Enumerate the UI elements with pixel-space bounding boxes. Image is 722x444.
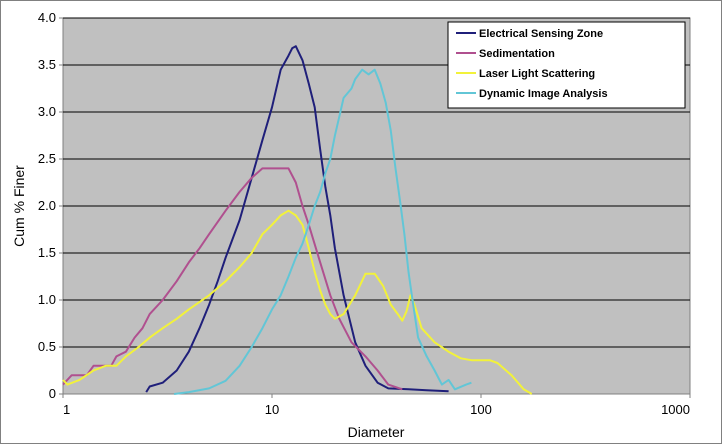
gridlines xyxy=(63,17,690,348)
legend-label-1: Sedimentation xyxy=(479,48,555,60)
x-tick-label-0: 1 xyxy=(63,402,70,417)
y-tick-label-0: 0 xyxy=(49,386,56,401)
x-axis-title: Diameter xyxy=(348,424,405,440)
legend: Electrical Sensing Zone Sedimentation Lase… xyxy=(447,21,686,109)
x-tick-label-1: 10 xyxy=(265,402,279,417)
x-axis-ticks: 1 10 100 1000 xyxy=(62,394,691,417)
series-lines xyxy=(62,45,533,395)
y-tick-label-4: 2.0 xyxy=(38,198,56,213)
series-line-2 xyxy=(62,209,533,395)
x-tick-label-3: 1000 xyxy=(661,402,690,417)
y-tick-label-7: 3.5 xyxy=(38,57,56,72)
legend-label-0: Electrical Sensing Zone xyxy=(479,28,603,40)
series-line-1 xyxy=(62,167,403,391)
x-tick-label-2: 100 xyxy=(470,402,492,417)
y-tick-label-5: 2.5 xyxy=(38,151,56,166)
y-axis-ticks: 0 0.5 1.0 1.5 2.0 2.5 3.0 3.5 4.0 xyxy=(38,10,63,401)
legend-label-2: Laser Light Scattering xyxy=(479,68,595,80)
y-tick-label-8: 4.0 xyxy=(38,10,56,25)
y-tick-label-3: 1.5 xyxy=(38,245,56,260)
series-line-3 xyxy=(173,68,472,395)
legend-box xyxy=(447,21,686,109)
y-tick-label-2: 1.0 xyxy=(38,292,56,307)
legend-label-3: Dynamic Image Analysis xyxy=(479,88,608,100)
y-tick-label-6: 3.0 xyxy=(38,104,56,119)
series-line-0 xyxy=(145,45,449,393)
y-tick-label-1: 0.5 xyxy=(38,339,56,354)
y-axis-title: Cum % Finer xyxy=(11,165,27,247)
